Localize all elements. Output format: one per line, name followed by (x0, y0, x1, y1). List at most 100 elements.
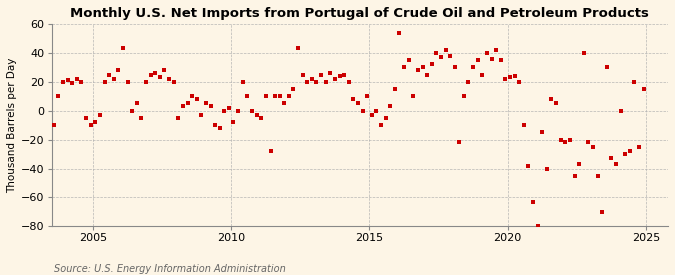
Point (311, 79, 322, 84)
Point (53, 94, 64, 98)
Point (371, 108, 382, 113)
Point (228, 120, 239, 124)
Point (583, 140, 594, 145)
Point (431, 51, 441, 55)
Point (256, 116, 267, 120)
Point (122, 79, 133, 84)
Point (150, 71, 161, 75)
Title: Monthly U.S. Net Imports from Portugal of Crude Oil and Petroleum Products: Monthly U.S. Net Imports from Portugal o… (70, 7, 649, 20)
Point (468, 65, 479, 70)
Point (380, 116, 391, 120)
Point (265, 149, 276, 153)
Point (219, 108, 230, 113)
Point (394, 30, 405, 35)
Point (76, 79, 87, 84)
Point (412, 68, 423, 72)
Point (132, 101, 142, 106)
Point (242, 94, 252, 98)
Point (477, 72, 487, 77)
Point (321, 79, 331, 84)
Point (606, 156, 617, 161)
Point (334, 74, 345, 78)
Point (376, 123, 387, 127)
Point (445, 54, 456, 58)
Point (191, 97, 202, 101)
Point (435, 55, 446, 59)
Point (399, 65, 410, 70)
Point (504, 75, 515, 79)
Point (49, 123, 59, 127)
Point (279, 101, 290, 106)
Point (357, 108, 368, 113)
Point (293, 46, 304, 51)
Point (113, 68, 124, 72)
Point (592, 174, 603, 178)
Point (233, 108, 244, 113)
Point (210, 123, 221, 127)
Point (329, 77, 340, 81)
Point (205, 104, 216, 109)
Point (615, 108, 626, 113)
Point (574, 162, 585, 166)
Point (186, 94, 197, 98)
Point (472, 58, 483, 62)
Point (182, 101, 193, 106)
Point (127, 108, 138, 113)
Point (352, 101, 363, 106)
Point (178, 104, 188, 109)
Point (546, 97, 557, 101)
Point (537, 130, 547, 134)
Point (404, 58, 414, 62)
Point (389, 87, 400, 91)
Point (62, 78, 73, 82)
Point (523, 163, 534, 168)
Point (348, 97, 359, 101)
Point (90, 120, 101, 124)
Point (145, 72, 156, 77)
Point (587, 145, 598, 149)
Point (67, 81, 78, 85)
Point (491, 48, 502, 52)
Point (367, 113, 377, 117)
Point (463, 79, 474, 84)
Point (200, 101, 211, 106)
Point (450, 65, 460, 70)
Point (297, 72, 308, 77)
Point (440, 48, 451, 52)
Point (422, 72, 433, 77)
Point (163, 77, 174, 81)
Point (578, 51, 589, 55)
Point (624, 149, 635, 153)
Point (136, 116, 146, 120)
Point (495, 58, 506, 62)
Point (528, 200, 539, 204)
Point (611, 162, 622, 166)
Point (140, 79, 151, 84)
Point (81, 116, 92, 120)
Point (597, 210, 608, 214)
Point (173, 116, 184, 120)
Point (481, 51, 492, 55)
Point (316, 72, 327, 77)
Point (486, 56, 497, 61)
Point (339, 72, 350, 77)
Point (302, 79, 313, 84)
Point (362, 94, 373, 98)
Point (620, 152, 630, 156)
Point (518, 123, 529, 127)
Point (601, 65, 612, 70)
Point (560, 140, 570, 145)
Point (417, 65, 428, 70)
Point (58, 79, 69, 84)
Point (86, 123, 97, 127)
Point (104, 72, 115, 77)
Point (551, 101, 562, 106)
Point (325, 71, 335, 75)
Point (99, 79, 110, 84)
Point (634, 145, 645, 149)
Point (109, 77, 119, 81)
Point (117, 46, 128, 51)
Point (223, 106, 234, 110)
Point (639, 87, 649, 91)
Point (284, 94, 294, 98)
